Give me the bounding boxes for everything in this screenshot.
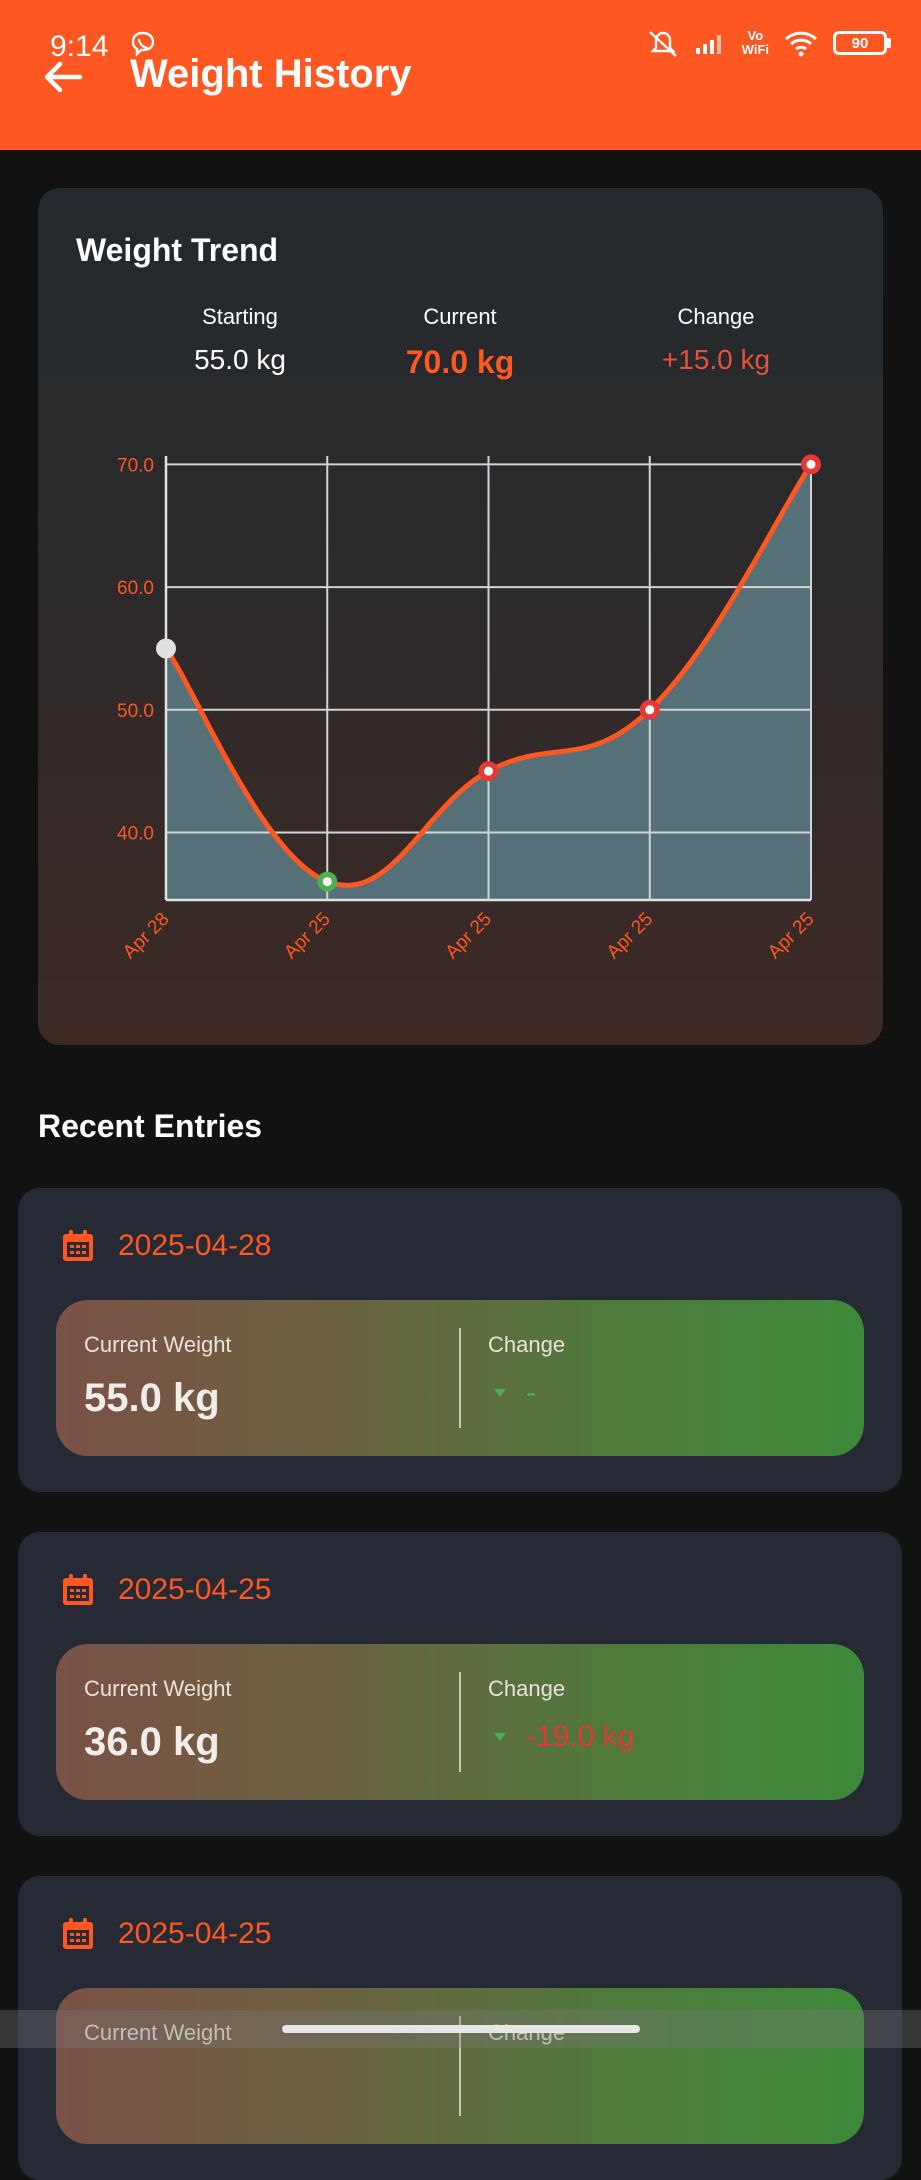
current-weight-label: Current Weight xyxy=(84,1676,232,1701)
data-point-center xyxy=(484,766,493,776)
change-value: +15.0 kg xyxy=(661,344,771,375)
entry-summary: Current Weight 55.0 kg Change - xyxy=(56,1300,864,1456)
status-time: 9:14 xyxy=(50,30,109,63)
change-value: -19.0 kg xyxy=(526,1720,635,1753)
change-label: Change xyxy=(677,304,755,329)
weight-trend-chart: 70.0 60.0 50.0 40.0 Apr 28 Apr 25 Apr 25 Apr 25… xyxy=(117,454,821,963)
change-label: Change xyxy=(488,1676,566,1701)
current-weight-label: Current Weight xyxy=(84,2020,232,2045)
x-tick-label: Apr 28 xyxy=(119,909,173,963)
divider xyxy=(459,1672,461,1772)
starting-value: 55.0 kg xyxy=(194,344,286,375)
calendar-icon xyxy=(63,1574,93,1605)
viber-icon xyxy=(131,31,155,57)
entry-card[interactable]: 2025-04-25 Current Weight 36.0 kg Change… xyxy=(18,1532,902,1836)
app-bar: 9:14 Vo WiFi 90 Weight History xyxy=(0,0,921,150)
divider xyxy=(459,1328,461,1428)
current-stat: Current 70.0 kg xyxy=(335,304,585,381)
status-icons: Vo WiFi 90 xyxy=(646,28,891,58)
recent-entries-title: Recent Entries xyxy=(38,1108,263,1144)
data-point-center xyxy=(322,877,332,887)
starting-stat: Starting 55.0 kg xyxy=(115,304,365,376)
entry-date: 2025-04-25 xyxy=(118,1573,272,1606)
data-point xyxy=(156,638,176,659)
current-label: Current xyxy=(423,304,497,329)
entry-card[interactable]: 2025-04-28 Current Weight 55.0 kg Change… xyxy=(18,1188,902,1492)
current-weight-label: Current Weight xyxy=(84,1332,232,1357)
change-value: - xyxy=(526,1376,536,1409)
trend-title: Weight Trend xyxy=(76,232,279,268)
battery-icon: 90 xyxy=(833,31,891,55)
y-tick-label: 70.0 xyxy=(117,455,154,476)
arrow-down-icon xyxy=(494,1733,506,1741)
current-value: 70.0 kg xyxy=(405,344,515,380)
y-tick-label: 40.0 xyxy=(117,824,154,845)
entry-summary: Current Weight 36.0 kg Change -19.0 kg xyxy=(56,1644,864,1800)
calendar-icon xyxy=(63,1918,93,1949)
arrow-down-icon xyxy=(494,1389,506,1397)
x-tick-label: Apr 25 xyxy=(442,909,496,963)
calendar-icon xyxy=(63,1230,93,1261)
y-tick-label: 60.0 xyxy=(117,578,154,599)
entry-date: 2025-04-25 xyxy=(118,1917,272,1950)
change-stat: Change +15.0 kg xyxy=(591,304,841,376)
home-indicator[interactable] xyxy=(282,2025,640,2033)
entry-date: 2025-04-28 xyxy=(118,1229,272,1262)
back-button[interactable] xyxy=(38,52,88,102)
x-tick-label: Apr 25 xyxy=(764,909,818,963)
y-tick-label: 50.0 xyxy=(117,701,154,722)
wifi-icon xyxy=(784,31,818,57)
signal-icon xyxy=(695,35,721,54)
page-title: Weight History xyxy=(130,52,412,96)
x-tick-label: Apr 25 xyxy=(603,909,657,963)
vowifi-icon: Vo WiFi xyxy=(741,28,769,57)
change-label: Change xyxy=(488,1332,566,1357)
mute-icon xyxy=(648,31,677,57)
starting-label: Starting xyxy=(202,304,278,329)
weight-trend-card: Weight Trend Starting 55.0 kg Current 70… xyxy=(38,188,883,1045)
data-point-center xyxy=(645,705,655,715)
x-tick-label: Apr 25 xyxy=(280,909,334,963)
data-point-center xyxy=(806,459,816,469)
current-weight-value: 55.0 kg xyxy=(84,1376,220,1420)
current-weight-value: 36.0 kg xyxy=(84,1720,220,1764)
